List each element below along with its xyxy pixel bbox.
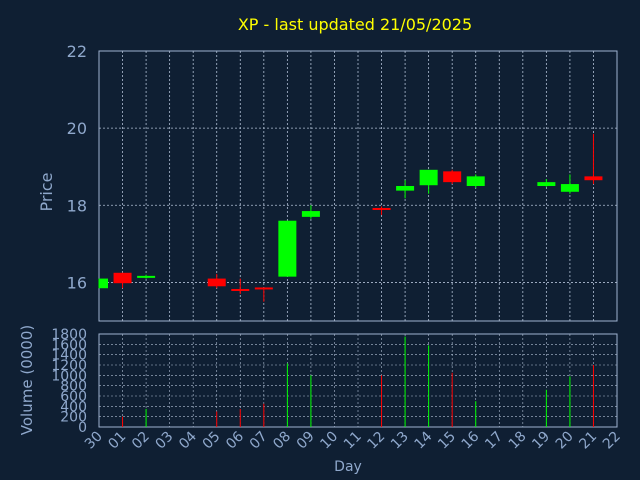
price-tick-label: 16 [67, 273, 87, 292]
x-tick-label: 02 [129, 429, 153, 453]
volume-tick-label: 1800 [51, 327, 87, 343]
volume-tick-label: 600 [60, 389, 87, 405]
x-tick-label: 10 [317, 429, 341, 453]
candle-body [372, 207, 391, 210]
volume-axis-label: Volume (0000) [18, 325, 36, 435]
x-tick-labels: 30 01 02 03 04 05 06 07 08 09 10 11 12 13 14 15 16 17 18 19… [82, 428, 624, 452]
candle-body [137, 275, 156, 278]
candle-body [231, 288, 250, 291]
volume-tick-label: 800 [60, 379, 87, 395]
x-tick-label: 09 [294, 429, 318, 453]
x-tick-label: 12 [364, 429, 388, 453]
candle-body [278, 220, 297, 277]
candle-body [254, 287, 273, 290]
x-tick-label: 16 [459, 428, 483, 452]
chart-title: XP - last updated 21/05/2025 [238, 15, 472, 34]
candle-body [537, 182, 556, 186]
volume-tick-label: 1600 [51, 337, 87, 353]
candle-body [396, 186, 415, 191]
x-tick-label: 13 [388, 429, 412, 453]
volume-tick-label: 200 [60, 410, 87, 426]
volume-tick-label: 0 [78, 420, 87, 436]
x-tick-label: 01 [105, 429, 129, 453]
x-tick-label: 03 [153, 429, 177, 453]
price-panel: 16 18 20 22 [67, 42, 618, 322]
volume-tick-label: 1000 [51, 368, 87, 384]
x-tick-label: 06 [223, 428, 247, 452]
x-tick-label: 07 [247, 429, 271, 453]
candle-body [466, 176, 485, 186]
x-tick-label: 18 [506, 429, 530, 453]
candle-body [443, 171, 462, 183]
x-axis-label: Day [334, 459, 362, 475]
x-tick-label: 17 [482, 429, 506, 453]
volume-tick-label: 1200 [51, 358, 87, 374]
candle-body [301, 211, 320, 217]
volume-tick-label: 1400 [51, 348, 87, 364]
candle-body [419, 169, 438, 186]
volume-tick-label: 400 [60, 399, 87, 415]
x-tick-label: 14 [412, 428, 436, 452]
x-tick-label: 21 [576, 429, 600, 453]
price-axis-label: Price [37, 172, 56, 211]
candle-body [584, 176, 603, 181]
x-tick-label: 05 [200, 429, 224, 453]
x-tick-label: 22 [600, 429, 624, 453]
price-tick-label: 18 [67, 196, 87, 215]
price-tick-label: 20 [67, 119, 87, 138]
x-tick-label: 04 [176, 428, 200, 452]
x-tick-label: 20 [553, 429, 577, 453]
candle-body [99, 278, 108, 289]
price-tick-label: 22 [67, 42, 87, 61]
candle-body [207, 278, 226, 287]
x-tick-label: 15 [435, 429, 459, 453]
x-tick-label: 08 [270, 429, 294, 453]
x-tick-label: 11 [341, 429, 365, 453]
x-tick-label: 19 [529, 429, 553, 453]
candle-body [560, 184, 579, 192]
candle-body [113, 272, 132, 284]
